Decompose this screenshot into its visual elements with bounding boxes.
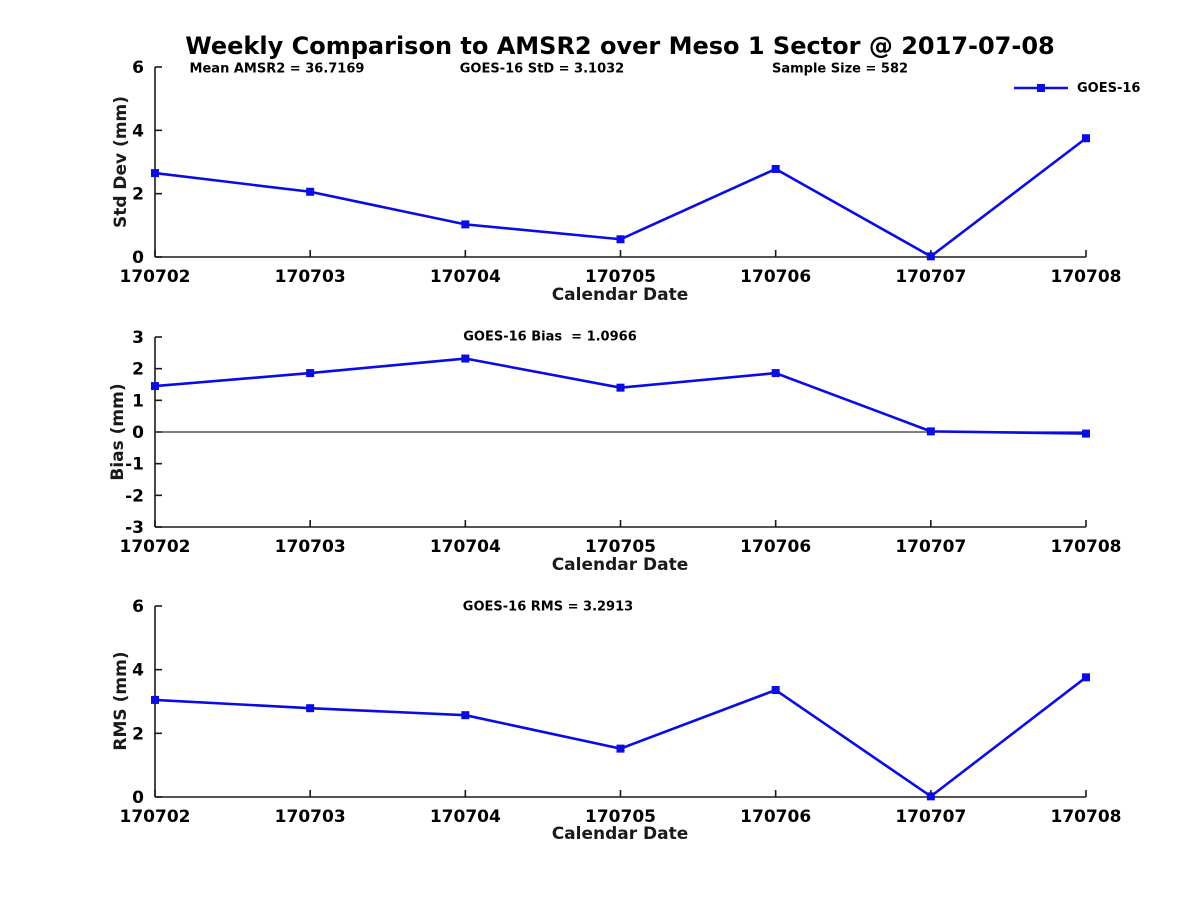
data-point-marker (771, 369, 780, 378)
legend-line-square-marker-icon (1014, 84, 1068, 92)
data-point-marker (771, 686, 780, 695)
data-point-marker (616, 744, 625, 753)
data-point-marker (151, 169, 159, 178)
x-tick-label: 170705 (585, 537, 656, 557)
y-tick-label: 0 (132, 423, 144, 443)
y-tick-label: -2 (125, 486, 144, 506)
figure-title: Weekly Comparison to AMSR2 over Meso 1 S… (185, 32, 1055, 60)
data-line (154, 357, 1087, 435)
x-tick-label: 170704 (430, 267, 501, 287)
annotation-goes16-rms: GOES-16 RMS = 3.2913 (462, 599, 634, 615)
y-axis-title-rms: RMS (mm) (111, 651, 131, 751)
annotation-mean-amsr2: Mean AMSR2 = 36.7169 (189, 61, 365, 77)
x-tick-label: 170705 (585, 267, 656, 287)
annotation-goes16-std: GOES-16 StD = 3.1032 (459, 61, 625, 77)
y-tick-label: 6 (132, 58, 144, 78)
data-point-marker (771, 164, 780, 173)
data-point-marker (616, 383, 625, 392)
subplot-1: 0 2 4 6 170702 170703 170704 170705 170706 170707… (120, 58, 1122, 287)
y-axis-title-bias: Bias (mm) (108, 383, 128, 481)
legend: GOES-16 (1014, 80, 1140, 96)
data-point-marker (461, 711, 470, 720)
x-tick-label: 170705 (585, 807, 656, 827)
x-tick-label: 170707 (895, 267, 966, 287)
data-point-marker (461, 220, 470, 229)
data-point-marker (616, 235, 625, 244)
y-tick-label: 0 (132, 248, 144, 268)
x-tick-label: 170704 (430, 807, 501, 827)
y-tick-label: 0 (132, 788, 144, 808)
data-point-marker (306, 369, 315, 378)
y-tick-label: 2 (132, 360, 144, 380)
y-tick-label: 1 (132, 391, 144, 411)
subplot-3: 0 2 4 6 170702 170703 170704 170705 170706 170707… (120, 597, 1122, 827)
data-point-marker (926, 792, 935, 801)
x-tick-label: 170702 (120, 267, 191, 287)
x-axis-title-2: Calendar Date (551, 555, 689, 575)
data-point-marker (926, 427, 935, 436)
x-tick-label: 170706 (740, 537, 811, 557)
data-point-marker (1082, 429, 1090, 438)
legend-square-marker-icon (1037, 84, 1045, 92)
x-tick-label: 170708 (1051, 807, 1122, 827)
subplot-2: -3 -2 -1 0 1 2 3 170702 170703 170704 170705 170706… (120, 328, 1122, 557)
x-tick-label: 170702 (120, 807, 191, 827)
x-tick-label: 170702 (120, 537, 191, 557)
y-tick-label: 4 (132, 121, 144, 141)
data-point-marker (1082, 134, 1090, 143)
x-tick-label: 170707 (895, 537, 966, 557)
x-tick-label: 170703 (275, 807, 346, 827)
annotation-goes16-bias: GOES-16 Bias = 1.0966 (463, 329, 637, 345)
data-line (154, 676, 1087, 798)
y-tick-label: 3 (132, 328, 144, 348)
x-tick-label: 170703 (275, 267, 346, 287)
data-point-marker (926, 252, 935, 261)
data-point-marker (151, 695, 159, 704)
y-tick-label: 6 (132, 597, 144, 617)
data-point-marker (151, 382, 159, 391)
x-axis-title-1: Calendar Date (551, 285, 689, 305)
x-tick-label: 170706 (740, 807, 811, 827)
y-tick-label: 2 (132, 724, 144, 744)
data-point-marker (1082, 673, 1090, 682)
y-tick-label: -1 (125, 455, 144, 475)
x-axis-title-3: Calendar Date (551, 824, 689, 844)
x-tick-label: 170707 (895, 807, 966, 827)
data-point-marker (306, 187, 315, 196)
x-tick-label: 170708 (1051, 537, 1122, 557)
annotation-sample-size: Sample Size = 582 (771, 61, 909, 77)
x-tick-label: 170703 (275, 537, 346, 557)
y-tick-label: -3 (125, 518, 144, 538)
y-tick-label: 2 (132, 185, 144, 205)
y-axis-title-stddev: Std Dev (mm) (111, 95, 131, 229)
data-point-marker (461, 354, 470, 363)
data-point-marker (306, 704, 315, 713)
x-tick-label: 170708 (1051, 267, 1122, 287)
x-tick-label: 170704 (430, 537, 501, 557)
legend-label: GOES-16 (1077, 80, 1141, 96)
y-tick-label: 4 (132, 661, 144, 681)
x-tick-label: 170706 (740, 267, 811, 287)
